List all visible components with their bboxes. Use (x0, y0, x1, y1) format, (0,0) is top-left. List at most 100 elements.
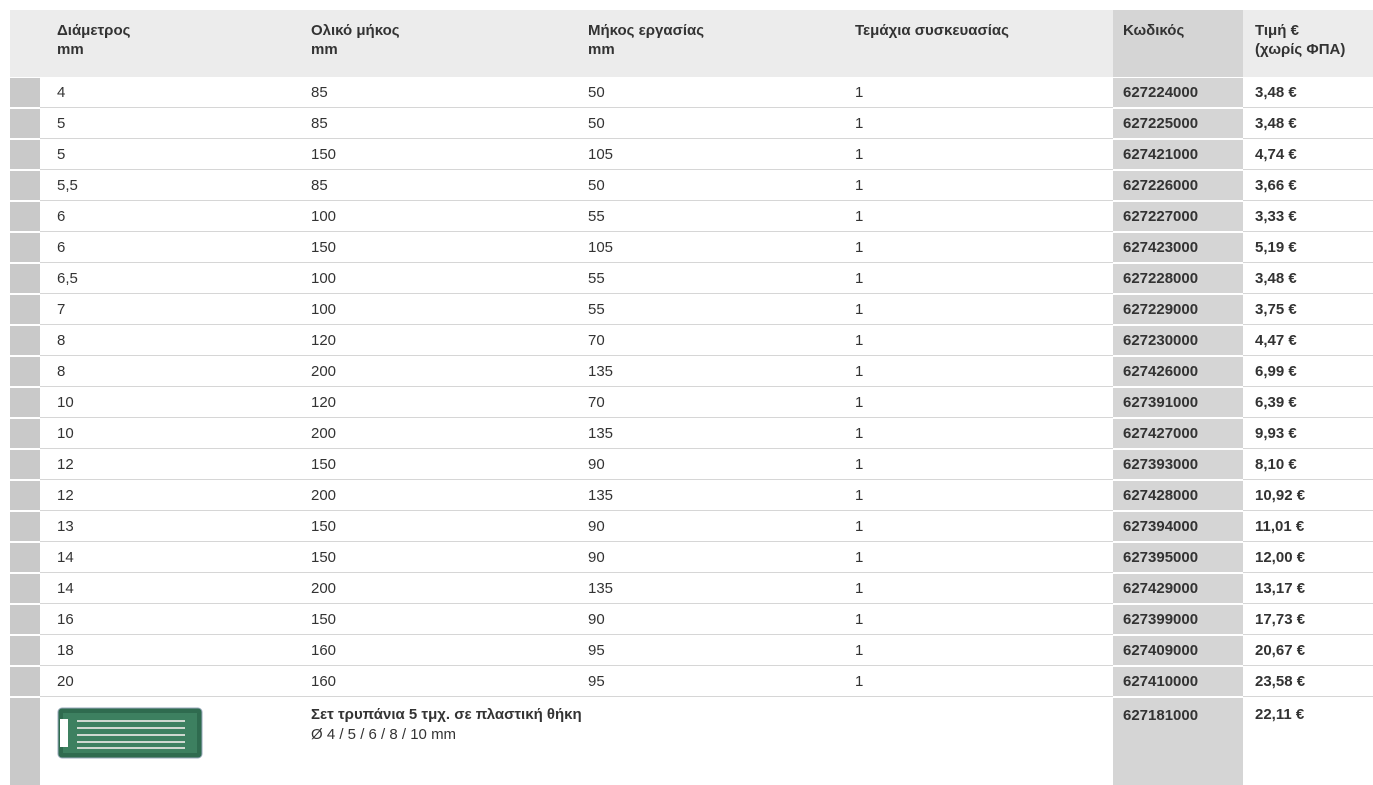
cell: 95 (571, 666, 838, 697)
cell: 150 (294, 604, 571, 635)
cell: 1 (838, 356, 1113, 387)
cell: 85 (294, 77, 571, 108)
strip-cell (10, 356, 40, 387)
strip-cell (10, 666, 40, 697)
strip-cell (10, 511, 40, 542)
header-text: Τεμάχια συσκευασίας (855, 21, 1113, 40)
cell: 11,01 € (1243, 511, 1373, 542)
strip-cell (10, 449, 40, 480)
strip-cell (10, 77, 40, 108)
cell: 150 (294, 139, 571, 170)
cell: 13 (40, 511, 294, 542)
cell: 10,92 € (1243, 480, 1373, 511)
cell: 6,5 (40, 263, 294, 294)
header-text: mm (57, 40, 294, 59)
strip-cell (10, 480, 40, 511)
cell: 13,17 € (1243, 573, 1373, 604)
cell: 105 (571, 232, 838, 263)
strip-cell (10, 418, 40, 449)
cell: 627227000 (1113, 201, 1243, 232)
cell: 6,99 € (1243, 356, 1373, 387)
cell: 120 (294, 325, 571, 356)
cell: 17,73 € (1243, 604, 1373, 635)
cell: 1 (838, 418, 1113, 449)
cell: 100 (294, 201, 571, 232)
cell: 200 (294, 573, 571, 604)
cell: 6 (40, 201, 294, 232)
cell: 10 (40, 418, 294, 449)
cell: 1 (838, 201, 1113, 232)
header-text: Μήκος εργασίας (588, 21, 838, 40)
cell: 1 (838, 387, 1113, 418)
cell: 1 (838, 635, 1113, 666)
strip-cell (10, 573, 40, 604)
cell: 135 (571, 573, 838, 604)
cell: 50 (571, 77, 838, 108)
cell: 7 (40, 294, 294, 325)
cell: 90 (571, 542, 838, 573)
cell: 627395000 (1113, 542, 1243, 573)
header-cell: Τεμάχια συσκευασίας (838, 10, 1113, 77)
cell: 1 (838, 232, 1113, 263)
cell: 160 (294, 635, 571, 666)
header-text: Ολικό μήκος (311, 21, 571, 40)
cell: 105 (571, 139, 838, 170)
cell: 1 (838, 77, 1113, 108)
cell: 55 (571, 263, 838, 294)
product-image-cell (40, 697, 294, 785)
cell: 135 (571, 356, 838, 387)
cell: 20,67 € (1243, 635, 1373, 666)
product-image (57, 707, 203, 759)
cell: 95 (571, 635, 838, 666)
cell: 627394000 (1113, 511, 1243, 542)
cell: 12 (40, 449, 294, 480)
cell: 3,48 € (1243, 108, 1373, 139)
strip-cell (10, 635, 40, 666)
cell: 1 (838, 294, 1113, 325)
cell: 90 (571, 511, 838, 542)
cell: 100 (294, 294, 571, 325)
header-text: mm (588, 40, 838, 59)
cell: 50 (571, 108, 838, 139)
cell: 18 (40, 635, 294, 666)
cell: 627429000 (1113, 573, 1243, 604)
cell: 627230000 (1113, 325, 1243, 356)
cell: 4,47 € (1243, 325, 1373, 356)
cell: 4,74 € (1243, 139, 1373, 170)
strip-cell (10, 232, 40, 263)
cell: 1 (838, 511, 1113, 542)
cell: 627228000 (1113, 263, 1243, 294)
cell: 627427000 (1113, 418, 1243, 449)
strip-cell (10, 325, 40, 356)
cell: 70 (571, 325, 838, 356)
cell: 150 (294, 511, 571, 542)
cell: 5 (40, 108, 294, 139)
cell: 3,48 € (1243, 263, 1373, 294)
cell: 135 (571, 480, 838, 511)
cell: 8 (40, 356, 294, 387)
cell: 627409000 (1113, 635, 1243, 666)
cell: 1 (838, 139, 1113, 170)
cell: 4 (40, 77, 294, 108)
cell: 150 (294, 232, 571, 263)
cell: 14 (40, 542, 294, 573)
cell: 627399000 (1113, 604, 1243, 635)
cell: 100 (294, 263, 571, 294)
cell: 90 (571, 604, 838, 635)
